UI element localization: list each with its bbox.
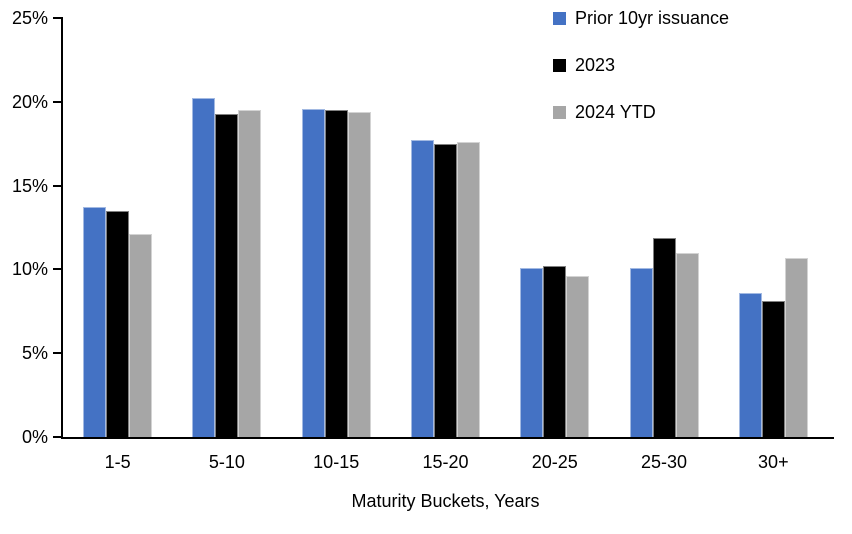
bar-group xyxy=(63,18,172,437)
bar-group xyxy=(391,18,500,437)
x-category-label: 25-30 xyxy=(641,452,688,472)
y-tick-label: 5% xyxy=(21,343,48,364)
legend-marker-swatch xyxy=(553,105,566,119)
legend-marker-swatch xyxy=(553,58,566,72)
x-category-label: 1-5 xyxy=(104,452,131,472)
bar xyxy=(433,143,457,437)
bar xyxy=(784,257,808,437)
y-tick-mark xyxy=(53,436,61,438)
legend-item: 2024 YTD xyxy=(553,102,729,122)
legend-label: 2024 YTD xyxy=(575,101,656,122)
bar xyxy=(738,292,762,437)
y-tick-label: 25% xyxy=(11,8,48,28)
bar xyxy=(347,111,371,437)
bar-group xyxy=(282,18,391,437)
y-axis-line xyxy=(61,17,63,439)
bar-group xyxy=(500,18,609,437)
legend-label: Prior 10yr issuance xyxy=(575,7,730,28)
bar xyxy=(301,108,325,437)
y-tick-mark xyxy=(53,100,61,103)
y-tick-label: 20% xyxy=(11,91,48,112)
bar xyxy=(129,234,153,437)
x-category-label: 5-10 xyxy=(208,452,245,472)
bar xyxy=(629,267,653,437)
x-category-label: 15-20 xyxy=(422,452,469,472)
y-tick-mark xyxy=(53,352,61,355)
bar-group xyxy=(719,18,828,437)
y-tick-label: 0% xyxy=(21,427,48,447)
legend-item: 2023 xyxy=(553,55,729,75)
bar xyxy=(543,266,567,437)
legend-marker-swatch xyxy=(553,11,566,25)
legend-item: Prior 10yr issuance xyxy=(553,8,729,28)
bar xyxy=(652,237,676,437)
legend: Prior 10yr issuance 2023 2024 YTD xyxy=(553,8,729,149)
bar xyxy=(215,113,239,437)
bar xyxy=(106,210,130,437)
y-tick-mark xyxy=(53,17,61,19)
bar xyxy=(238,110,262,437)
legend-label: 2023 xyxy=(575,54,616,75)
x-axis-category-labels: 1-5 5-10 10-15 15-20 20-25 25-30 30+ xyxy=(63,451,828,473)
bar-group xyxy=(609,18,718,437)
bar xyxy=(192,98,216,437)
x-axis-line xyxy=(61,437,834,439)
x-category-label: 30+ xyxy=(758,452,789,472)
y-tick-mark xyxy=(53,184,61,187)
bar-group xyxy=(172,18,281,437)
y-tick-label: 15% xyxy=(11,175,48,196)
bar xyxy=(410,140,434,437)
bar xyxy=(83,207,107,437)
bar xyxy=(566,276,590,437)
y-tick-label: 10% xyxy=(11,259,48,280)
bar xyxy=(675,252,699,437)
bar xyxy=(324,110,348,437)
x-category-label: 20-25 xyxy=(531,452,578,472)
bar xyxy=(761,301,785,437)
plot-area xyxy=(63,18,828,437)
bar xyxy=(456,142,480,437)
bar xyxy=(520,267,544,437)
y-tick-mark xyxy=(53,268,61,271)
x-category-label: 10-15 xyxy=(313,452,360,472)
x-axis-title: Maturity Buckets, Years xyxy=(351,491,540,511)
